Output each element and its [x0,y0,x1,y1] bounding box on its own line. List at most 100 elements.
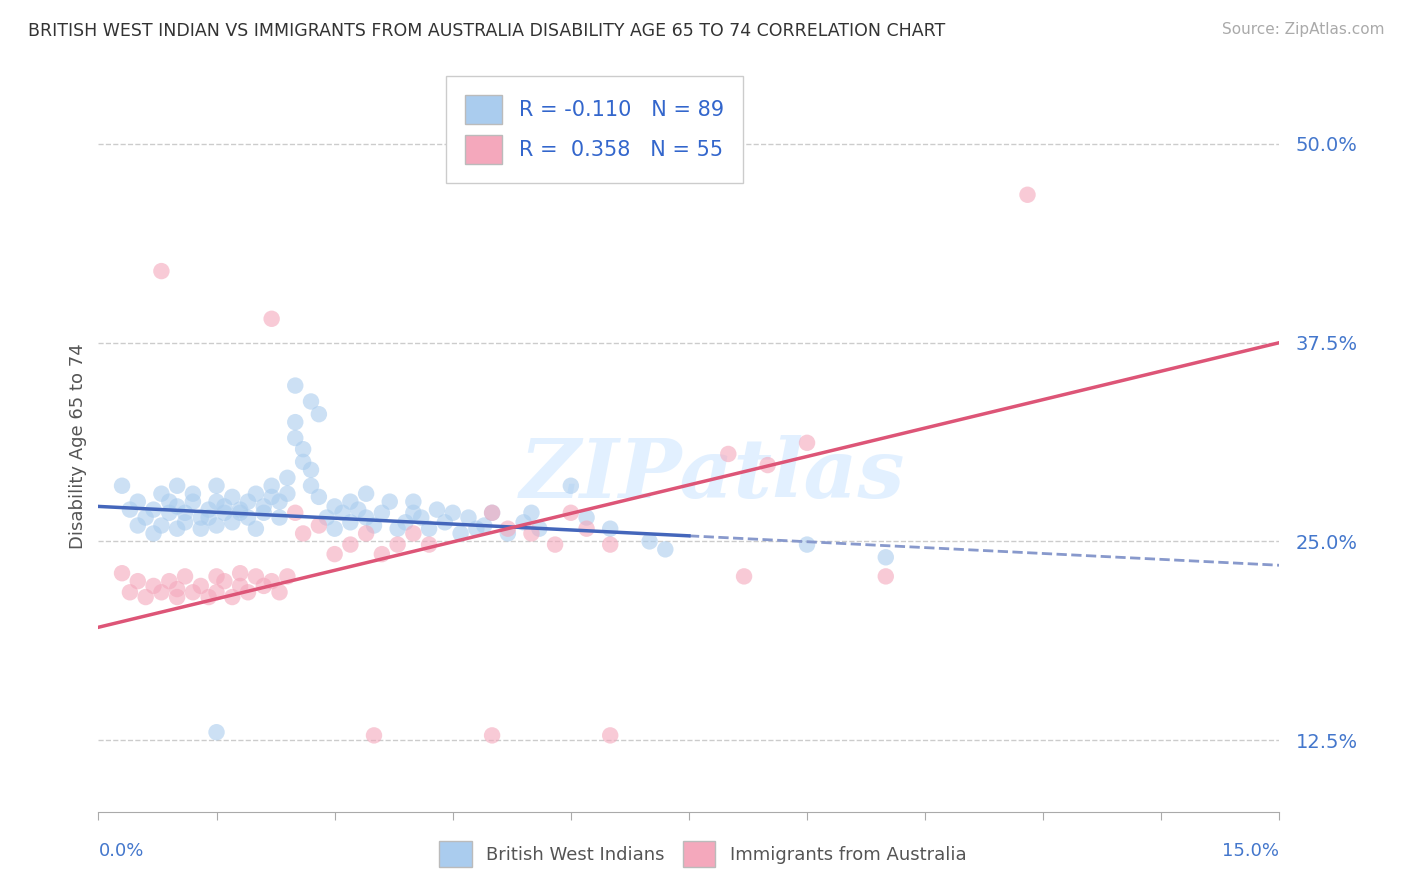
Point [354,526,377,541]
Point [205,725,228,739]
Point [245,486,267,500]
Point [520,526,543,541]
Point [481,506,503,520]
Point [253,579,276,593]
Point [378,494,401,508]
Point [127,574,149,589]
Legend: British West Indians, Immigrants from Australia: British West Indians, Immigrants from Au… [432,834,974,874]
Point [150,486,173,500]
Point [426,502,449,516]
Point [221,516,243,530]
Y-axis label: Disability Age 65 to 74: Disability Age 65 to 74 [69,343,87,549]
Point [411,510,433,524]
Point [205,479,228,493]
Point [323,547,346,561]
Point [276,569,298,583]
Point [339,516,361,530]
Point [332,506,354,520]
Text: ZIPatlas: ZIPatlas [520,435,905,516]
Point [197,510,219,524]
Point [253,500,276,514]
Point [229,579,252,593]
Point [174,569,197,583]
Text: BRITISH WEST INDIAN VS IMMIGRANTS FROM AUSTRALIA DISABILITY AGE 65 TO 74 CORRELA: BRITISH WEST INDIAN VS IMMIGRANTS FROM A… [28,22,945,40]
Point [135,510,157,524]
Point [284,506,307,520]
Point [127,518,149,533]
Point [142,579,165,593]
Point [229,566,252,581]
Point [472,518,495,533]
Point [166,582,188,596]
Point [371,506,394,520]
Point [111,566,134,581]
Point [205,518,228,533]
Point [875,550,897,565]
Point [575,510,598,524]
Point [157,506,180,520]
Point [756,458,779,472]
Point [481,506,503,520]
Point [236,585,259,599]
Point [221,590,243,604]
Point [174,506,197,520]
Point [181,585,204,599]
Point [205,569,228,583]
Point [284,378,307,392]
Point [111,479,134,493]
Point [190,522,212,536]
Point [205,585,228,599]
Point [323,522,346,536]
Point [599,538,621,552]
Point [118,502,141,516]
Point [529,522,551,536]
Point [363,728,385,742]
Legend: R = -0.110   N = 89, R =  0.358   N = 55: R = -0.110 N = 89, R = 0.358 N = 55 [446,76,742,183]
Point [157,574,180,589]
Point [118,585,141,599]
Point [299,479,322,493]
Point [599,728,621,742]
Point [575,522,598,536]
Point [387,538,409,552]
Point [520,506,543,520]
Point [308,518,330,533]
Point [292,442,315,457]
Point [214,500,236,514]
Text: 0.0%: 0.0% [98,842,143,860]
Point [190,510,212,524]
Point [796,435,818,450]
Point [402,506,425,520]
Point [142,502,165,516]
Point [796,538,818,552]
Point [142,526,165,541]
Point [323,500,346,514]
Point [276,471,298,485]
Point [236,510,259,524]
Point [190,579,212,593]
Point [245,569,267,583]
Point [481,728,503,742]
Point [308,407,330,421]
Point [560,506,582,520]
Point [260,311,283,326]
Point [496,522,519,536]
Point [433,516,456,530]
Point [269,585,291,599]
Point [638,534,661,549]
Point [418,538,440,552]
Point [339,538,361,552]
Point [347,502,370,516]
Point [339,494,361,508]
Point [717,447,740,461]
Point [284,431,307,445]
Point [174,516,197,530]
Point [150,585,173,599]
Point [599,522,621,536]
Point [457,510,479,524]
Point [214,506,236,520]
Point [402,494,425,508]
Point [127,494,149,508]
Point [260,574,283,589]
Point [371,547,394,561]
